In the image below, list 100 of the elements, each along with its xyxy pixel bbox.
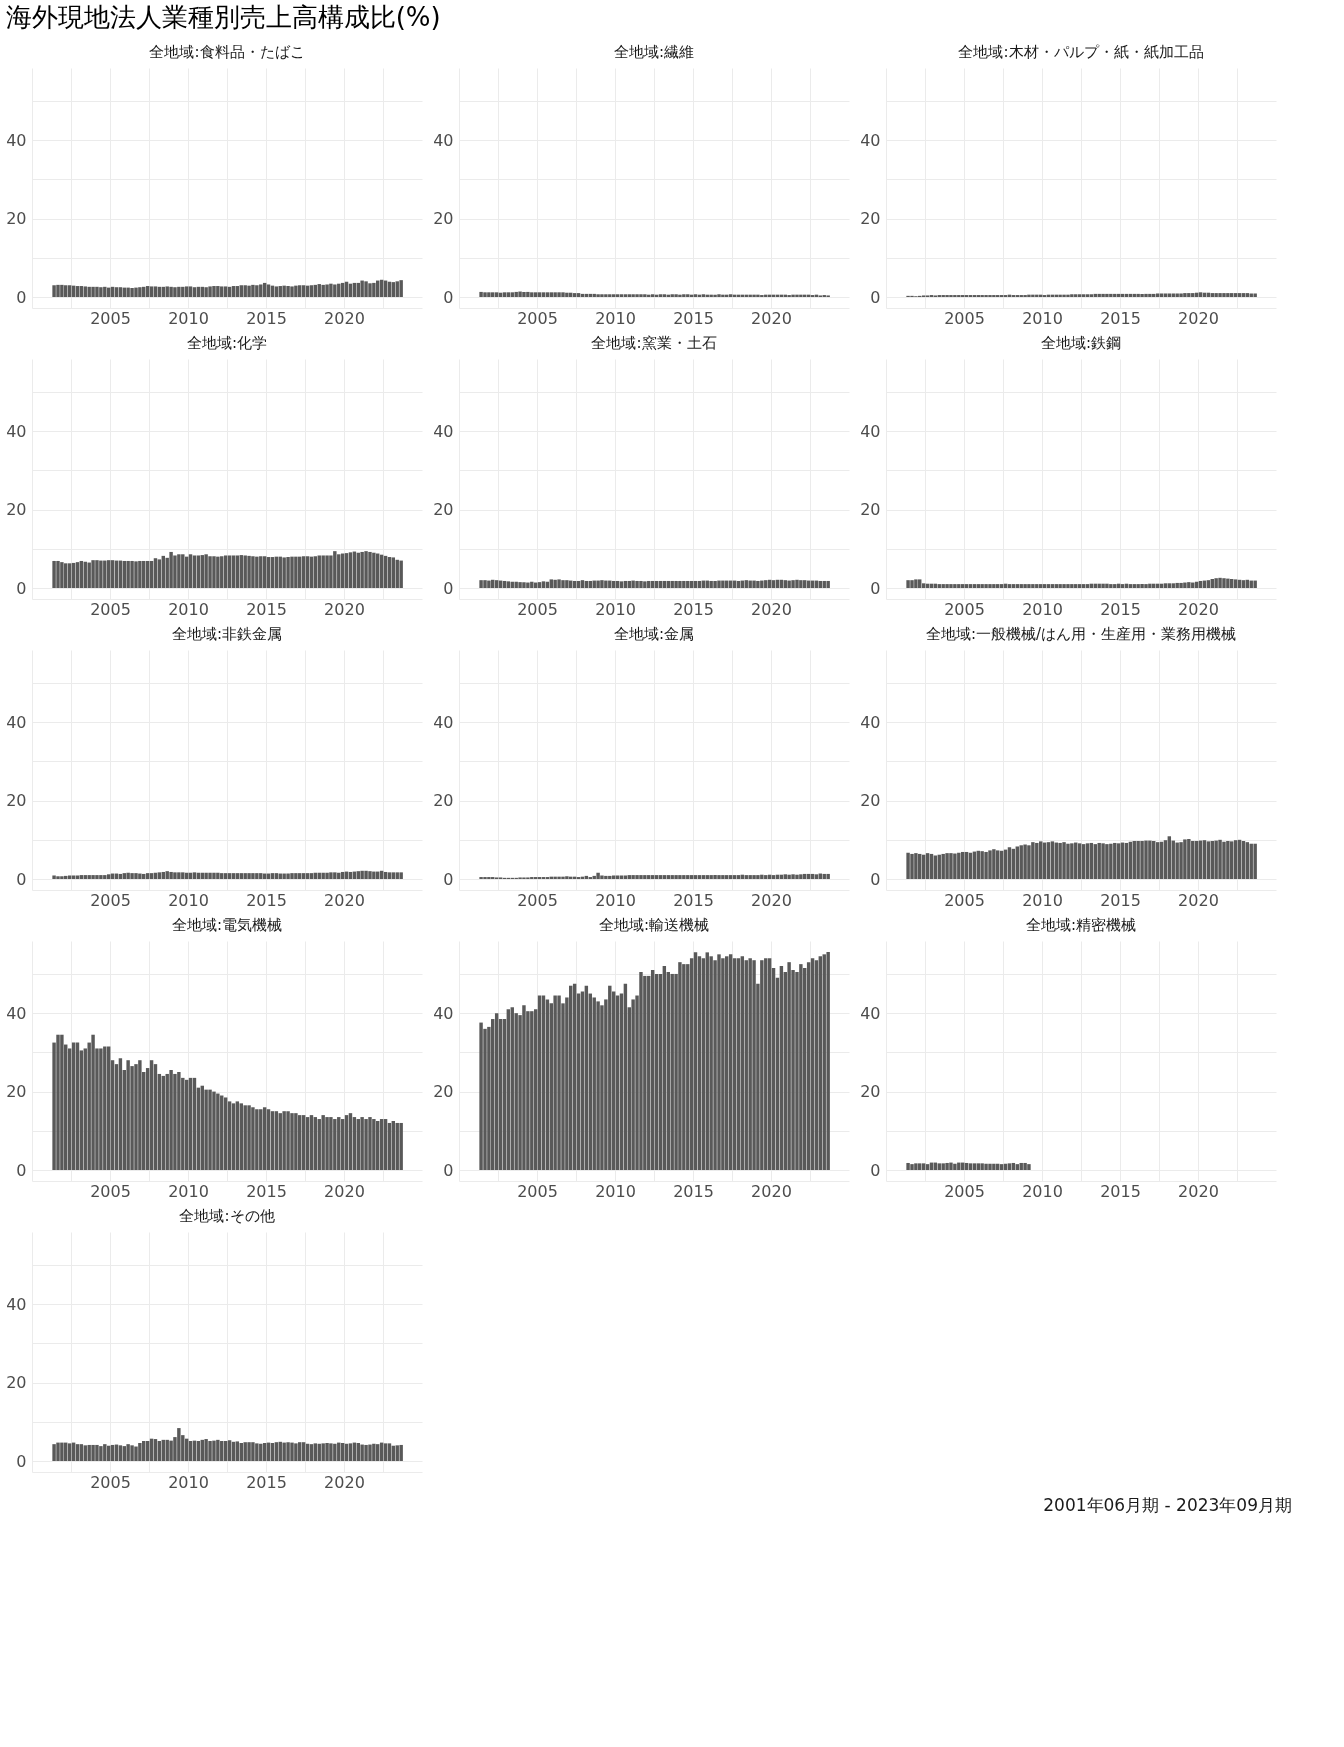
bar <box>91 560 95 589</box>
chart-title: 全地域:その他 <box>179 1207 275 1225</box>
bar <box>204 287 208 298</box>
bar <box>399 280 403 298</box>
y-tick-label: 0 <box>870 578 881 598</box>
bar <box>399 1122 403 1171</box>
bar <box>364 551 368 589</box>
bar <box>286 286 290 298</box>
bar <box>56 284 60 298</box>
bar <box>298 285 302 298</box>
bar <box>1253 843 1257 880</box>
y-tick-label: 0 <box>443 869 454 889</box>
y-tick-label: 20 <box>6 1373 27 1393</box>
text: 海外現地法人業種別売上高構成比(%) <box>5 2 441 32</box>
bar <box>251 284 255 298</box>
bar <box>173 287 177 298</box>
bar <box>372 552 376 589</box>
x-tick-label: 2005 <box>517 1181 558 1201</box>
bar <box>1187 839 1191 880</box>
chart-title: 全地域:食料品・たばこ <box>149 43 305 61</box>
x-tick-label: 2010 <box>168 890 209 910</box>
x-tick-label: 2020 <box>751 599 792 619</box>
y-tick-label: 0 <box>16 869 27 889</box>
bar <box>608 985 612 1171</box>
chart-title: 全地域:窯業・土石 <box>591 334 717 352</box>
bar <box>522 1005 526 1171</box>
bar <box>56 1034 60 1171</box>
bar <box>173 555 177 589</box>
bar <box>286 557 290 589</box>
bar <box>130 560 134 589</box>
x-tick-label: 2010 <box>168 599 209 619</box>
bar <box>294 1113 298 1171</box>
bar <box>1226 840 1230 880</box>
x-tick-label: 2020 <box>1178 308 1219 328</box>
bar <box>290 1113 294 1171</box>
bar <box>1148 840 1152 880</box>
bar <box>243 285 247 298</box>
bar <box>760 960 764 1171</box>
bar <box>910 853 914 880</box>
bar <box>1097 842 1101 880</box>
bar <box>333 1119 337 1171</box>
bar <box>721 958 725 1171</box>
y-tick-label: 40 <box>433 421 454 441</box>
bar <box>717 954 721 1171</box>
y-tick-label: 40 <box>433 712 454 732</box>
y-tick-label: 40 <box>433 1003 454 1023</box>
bar <box>149 286 154 298</box>
x-tick-label: 2005 <box>90 890 131 910</box>
bar <box>169 286 173 298</box>
bar <box>126 287 130 298</box>
x-tick-label: 2005 <box>90 308 131 328</box>
chart-title: 全地域:金属 <box>613 625 695 643</box>
bar <box>239 285 243 298</box>
x-tick-label: 2010 <box>168 308 209 328</box>
y-tick-label: 40 <box>433 130 454 150</box>
bar <box>138 287 142 298</box>
bar <box>914 853 918 880</box>
bar <box>1058 842 1062 880</box>
bar <box>243 555 247 589</box>
bar <box>255 285 259 298</box>
bar <box>188 286 193 298</box>
text: 2001年06月期 - 2023年09月期 <box>1043 1495 1292 1515</box>
y-tick-label: 20 <box>860 500 881 520</box>
bar <box>204 554 208 589</box>
bar <box>1035 842 1039 880</box>
bar <box>325 284 329 298</box>
bar <box>1019 845 1023 880</box>
bar <box>709 956 713 1171</box>
bar <box>479 1022 483 1171</box>
bar <box>134 1064 138 1171</box>
y-tick-label: 40 <box>860 130 881 150</box>
bar <box>60 1034 64 1171</box>
y-tick-label: 40 <box>860 1003 881 1023</box>
y-tick-label: 0 <box>443 287 454 307</box>
bar <box>99 1048 103 1171</box>
bar <box>360 1117 364 1171</box>
chart-title: 全地域:繊維 <box>613 43 695 61</box>
bar <box>87 562 91 589</box>
bar <box>52 560 56 589</box>
bar <box>333 284 337 298</box>
bar <box>103 560 107 589</box>
bar <box>325 1117 329 1171</box>
bar <box>557 995 561 1171</box>
bar <box>368 1117 372 1171</box>
bar <box>212 286 216 298</box>
bar <box>282 557 286 589</box>
bar <box>282 285 286 298</box>
bar <box>294 556 298 589</box>
x-tick-label: 2015 <box>673 1181 714 1201</box>
y-tick-label: 20 <box>433 500 454 520</box>
x-tick-label: 2010 <box>1022 599 1063 619</box>
x-tick-label: 2010 <box>595 308 636 328</box>
chart-title: 全地域:精密機械 <box>1025 916 1137 934</box>
bar <box>980 851 984 880</box>
y-tick-label: 0 <box>870 1160 881 1180</box>
bar <box>1101 843 1105 880</box>
chart-title: 全地域:非鉄金属 <box>171 625 283 643</box>
y-tick-label: 40 <box>6 421 27 441</box>
x-tick-label: 2015 <box>1100 308 1141 328</box>
bar <box>748 958 752 1171</box>
